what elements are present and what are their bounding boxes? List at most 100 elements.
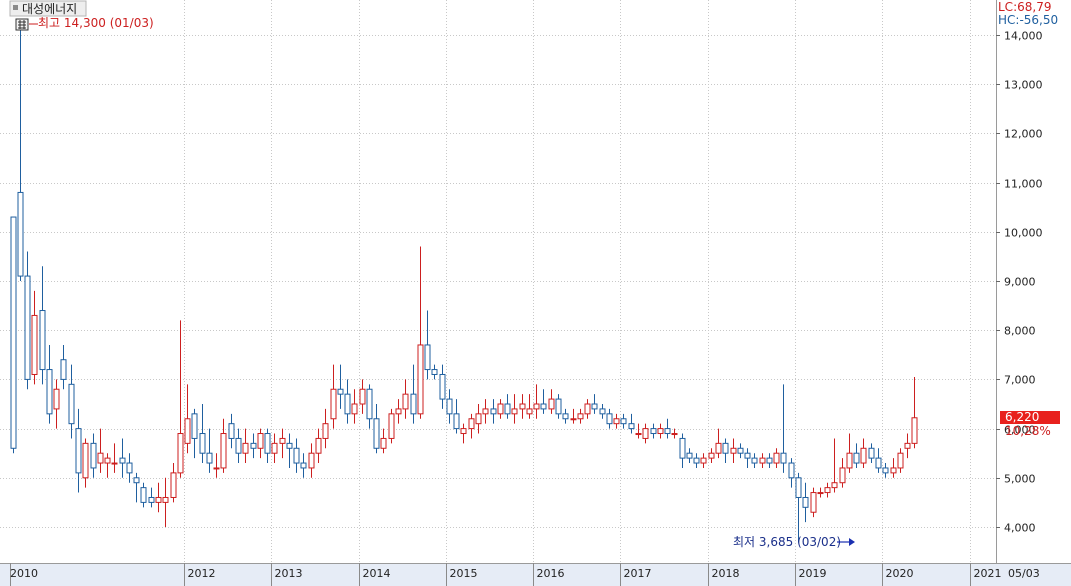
low-arrow-icon xyxy=(849,538,855,546)
candle-body xyxy=(475,413,482,425)
candle xyxy=(780,384,787,473)
candle-body xyxy=(177,433,184,474)
candle-body xyxy=(126,462,133,474)
candle-body xyxy=(715,442,722,454)
candle xyxy=(642,423,649,444)
high-marker-icon[interactable] xyxy=(15,18,29,31)
candle xyxy=(599,404,606,419)
candle-body xyxy=(591,403,598,410)
candle xyxy=(453,399,460,434)
candle xyxy=(751,453,758,468)
candle-body xyxy=(446,398,453,415)
candle-body xyxy=(213,467,220,470)
candle xyxy=(75,408,82,493)
candle xyxy=(519,394,526,419)
candle xyxy=(286,433,293,468)
candle xyxy=(344,379,351,424)
candle xyxy=(810,487,817,518)
candle-body xyxy=(46,369,53,415)
candle-body xyxy=(780,452,787,464)
candle-body xyxy=(199,433,206,454)
y-tick-label: 14,000 xyxy=(1004,30,1043,43)
candle xyxy=(671,428,678,439)
candle-body xyxy=(708,452,715,459)
candle-body xyxy=(824,487,831,494)
candle xyxy=(410,364,417,424)
candle-body xyxy=(17,191,24,277)
candle-body xyxy=(315,437,322,454)
candle-body xyxy=(373,418,380,449)
candle xyxy=(271,433,278,464)
current-price-box xyxy=(1000,411,1060,424)
candle xyxy=(337,364,344,409)
candle xyxy=(431,364,438,380)
candle-body xyxy=(235,437,242,454)
candle xyxy=(206,428,213,473)
candle xyxy=(540,389,547,414)
candle xyxy=(90,433,97,478)
hc-stat: HC:-56,50 xyxy=(998,13,1058,27)
candle-body xyxy=(562,413,569,420)
candle xyxy=(46,344,53,424)
candle xyxy=(17,20,24,281)
candle-body xyxy=(584,403,591,415)
candle xyxy=(293,438,300,473)
title-box[interactable] xyxy=(9,0,87,17)
candle-body xyxy=(482,408,489,415)
candle xyxy=(911,376,918,449)
x-tick-label: 2021 xyxy=(974,567,1002,580)
candle xyxy=(257,428,264,459)
candle xyxy=(897,448,904,473)
candle xyxy=(68,364,75,439)
candle-body xyxy=(744,452,751,459)
candle xyxy=(39,266,46,385)
candle xyxy=(97,428,104,473)
candle-body xyxy=(75,428,82,474)
candle xyxy=(548,389,555,414)
x-tick-label: 05/03 xyxy=(1008,567,1040,580)
candle-body xyxy=(279,437,286,444)
candle-body xyxy=(853,452,860,464)
candle xyxy=(213,453,220,478)
candle-body xyxy=(570,418,577,421)
candle xyxy=(555,394,562,419)
y-tick-label: 5,000 xyxy=(1004,473,1036,486)
candle-body xyxy=(664,428,671,435)
candle xyxy=(584,399,591,419)
candle-body xyxy=(868,447,875,459)
x-tick-label: 2013 xyxy=(275,567,303,580)
candle-body xyxy=(519,403,526,410)
candle-body xyxy=(228,423,235,439)
x-tick-label: 2015 xyxy=(450,567,478,580)
candle xyxy=(664,418,671,439)
candle xyxy=(395,399,402,424)
candle-body xyxy=(468,418,475,430)
candle-body xyxy=(206,452,213,464)
candle xyxy=(628,413,635,434)
candle-body xyxy=(388,413,395,439)
candle xyxy=(148,487,155,508)
candle xyxy=(708,448,715,464)
candle-body xyxy=(751,457,758,464)
candle-body xyxy=(417,344,424,415)
candle-body xyxy=(759,457,766,464)
candle-body xyxy=(82,442,89,479)
candle xyxy=(533,384,540,419)
candle-body xyxy=(424,344,431,371)
candle xyxy=(788,458,795,488)
candle xyxy=(177,320,184,478)
candle-body xyxy=(511,408,518,415)
candle-body xyxy=(322,423,329,439)
candle-body xyxy=(97,452,104,464)
candle xyxy=(679,433,686,468)
candle xyxy=(606,408,613,429)
candle xyxy=(635,423,642,439)
candle xyxy=(119,438,126,478)
candle xyxy=(315,428,322,464)
candle-body xyxy=(904,442,911,449)
current-change: 10,28% xyxy=(1005,424,1051,438)
candle xyxy=(24,251,31,390)
candle-body xyxy=(380,437,387,449)
candle xyxy=(591,394,598,414)
candle xyxy=(730,438,737,464)
